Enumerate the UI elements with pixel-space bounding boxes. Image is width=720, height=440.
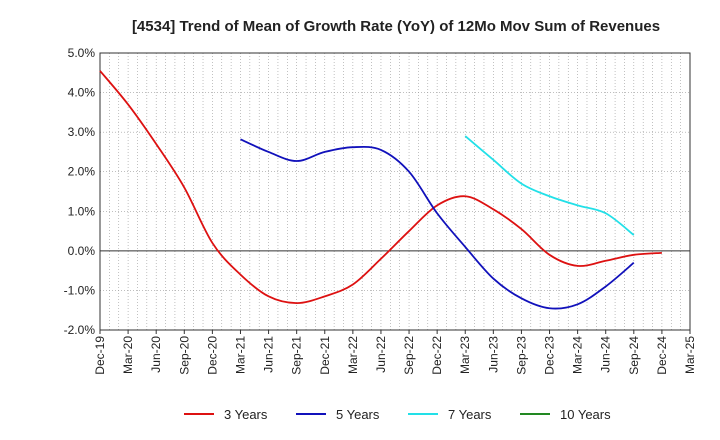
x-tick-label: Dec-21 — [318, 336, 332, 375]
x-tick-label: Dec-23 — [543, 336, 557, 375]
x-tick-label: Dec-19 — [93, 336, 107, 375]
x-tick-label: Sep-20 — [177, 336, 191, 375]
x-tick-label: Dec-24 — [655, 336, 669, 375]
x-tick-label: Mar-21 — [233, 336, 247, 374]
x-tick-label: Mar-23 — [458, 336, 472, 374]
series-lines — [99, 70, 662, 310]
y-tick-label: -1.0% — [64, 283, 96, 297]
legend-label-5-years: 5 Years — [336, 407, 380, 422]
plot-area — [99, 52, 691, 331]
series-line-3-years — [99, 70, 662, 304]
x-tick-label: Jun-24 — [599, 336, 613, 373]
x-tick-label: Mar-22 — [346, 336, 360, 374]
legend-label-10-years: 10 Years — [560, 407, 611, 422]
legend: 3 Years 5 Years 7 Years 10 Years — [184, 407, 611, 422]
series-line-5-years — [240, 138, 635, 310]
x-tick-label: Dec-20 — [205, 336, 219, 375]
legend-label-3-years: 3 Years — [224, 407, 268, 422]
y-tick-label: -2.0% — [64, 323, 96, 337]
x-tick-label: Sep-22 — [402, 336, 416, 375]
grid — [100, 52, 690, 331]
x-tick-label: Jun-21 — [262, 336, 276, 373]
y-tick-label: 0.0% — [68, 244, 96, 258]
y-tick-label: 5.0% — [68, 46, 96, 60]
x-tick-label: Mar-25 — [683, 336, 697, 374]
y-tick-label: 2.0% — [68, 165, 96, 179]
x-tick-label: Sep-24 — [627, 336, 641, 375]
y-tick-label: 1.0% — [68, 204, 96, 218]
legend-label-7-years: 7 Years — [448, 407, 492, 422]
x-tick-label: Sep-21 — [290, 336, 304, 375]
chart-title: [4534] Trend of Mean of Growth Rate (YoY… — [132, 18, 660, 35]
axes: 5.0% 4.0% 3.0% 2.0% 1.0% 0.0% -1.0% -2.0%Dec-19… — [64, 46, 697, 375]
x-tick-label: Jun-22 — [374, 336, 388, 373]
y-tick-label: 4.0% — [68, 86, 96, 100]
x-tick-label: Jun-23 — [486, 336, 500, 373]
y-tick-label: 3.0% — [68, 125, 96, 139]
x-tick-label: Jun-20 — [149, 336, 163, 373]
x-tick-label: Mar-24 — [571, 336, 585, 374]
series-line-7-years — [464, 135, 635, 236]
x-tick-label: Dec-22 — [430, 336, 444, 375]
x-tick-label: Sep-23 — [514, 336, 528, 375]
x-tick-label: Mar-20 — [121, 336, 135, 374]
